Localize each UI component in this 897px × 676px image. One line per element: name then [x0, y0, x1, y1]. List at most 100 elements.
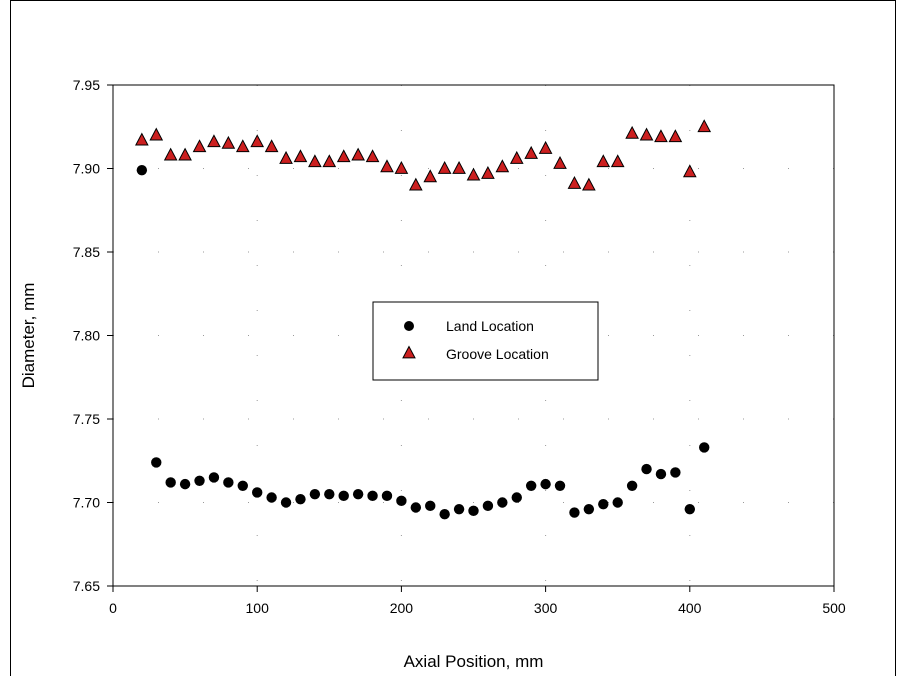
data-point: [293, 149, 308, 163]
data-point: [207, 134, 221, 148]
data-point: [336, 149, 351, 163]
data-point: [684, 503, 695, 515]
data-point: [280, 497, 292, 508]
data-point: [396, 495, 407, 507]
data-point: [583, 503, 595, 515]
data-point: [381, 490, 393, 502]
y-tick-label: 7.85: [73, 244, 100, 260]
x-axis-title: Axial Position, mm: [404, 652, 544, 671]
data-point: [425, 500, 436, 512]
data-point: [626, 480, 638, 491]
data-point: [410, 502, 422, 513]
data-point: [569, 507, 580, 518]
axis-ticks: 0 100 200 300 400 500 7.65 7.70 7.75 7.80 7.85 7.90…: [73, 77, 846, 616]
data-point: [308, 154, 322, 168]
y-tick-label: 7.90: [73, 161, 100, 177]
data-point: [423, 169, 438, 183]
data-point: [654, 129, 668, 143]
data-point: [165, 477, 176, 488]
data-point: [452, 160, 466, 174]
legend: Land Location Groove Location: [372, 301, 599, 381]
data-point: [668, 129, 683, 143]
data-point: [194, 475, 205, 486]
data-point: [151, 457, 162, 468]
data-point: [380, 159, 394, 173]
data-point: [437, 160, 452, 174]
data-point: [468, 505, 479, 517]
data-point: [625, 125, 639, 139]
x-tick-label: 400: [678, 600, 702, 616]
data-point: [540, 478, 551, 490]
data-point: [309, 488, 321, 500]
data-point: [208, 472, 220, 483]
data-point: [149, 127, 164, 141]
data-point: [365, 149, 380, 163]
data-point: [192, 139, 207, 153]
data-point: [338, 490, 349, 502]
y-axis-title: Diameter, mm: [19, 283, 38, 389]
data-point: [655, 468, 667, 480]
data-point: [178, 147, 192, 161]
y-tick-label: 7.65: [73, 578, 100, 594]
data-point: [699, 442, 710, 453]
data-point: [237, 480, 248, 491]
data-point: [466, 167, 481, 181]
data-point: [509, 150, 524, 164]
data-point: [135, 132, 149, 146]
data-point: [670, 467, 681, 478]
data-point: [639, 127, 654, 141]
data-point: [497, 497, 508, 508]
y-tick-label: 7.95: [73, 77, 100, 93]
data-point: [524, 145, 539, 159]
data-point: [250, 134, 265, 148]
data-point: [554, 480, 566, 491]
legend-marker-groove: [402, 345, 416, 359]
data-point: [582, 177, 596, 191]
data-point: [538, 140, 553, 154]
data-point: [596, 154, 611, 168]
y-tick-label: 7.80: [73, 328, 100, 344]
data-point: [352, 488, 364, 500]
data-point: [697, 119, 712, 133]
data-point: [511, 492, 522, 503]
data-point: [408, 177, 423, 191]
x-tick-label: 500: [822, 600, 846, 616]
series-land-location: [136, 164, 710, 520]
legend-marker-land: [404, 321, 414, 331]
data-point: [682, 164, 697, 178]
data-point: [324, 488, 335, 500]
data-point: [223, 477, 234, 488]
legend-label-land: Land Location: [446, 318, 534, 334]
x-tick-label: 300: [534, 600, 558, 616]
data-point: [598, 498, 609, 510]
data-point: [163, 147, 178, 161]
data-point: [322, 154, 337, 168]
x-tick-label: 100: [246, 600, 270, 616]
data-point: [179, 478, 191, 490]
data-point: [481, 165, 495, 179]
data-points: [135, 119, 712, 520]
series-groove-location: [135, 119, 712, 191]
data-point: [482, 500, 494, 512]
data-point: [252, 487, 263, 498]
y-tick-label: 7.75: [73, 411, 100, 427]
data-point: [221, 135, 236, 149]
data-point: [367, 490, 378, 502]
data-point: [394, 160, 409, 174]
data-point: [567, 175, 582, 189]
data-point: [279, 150, 293, 164]
data-point: [295, 493, 306, 505]
data-point: [610, 154, 625, 168]
y-tick-label: 7.70: [73, 495, 100, 511]
data-point: [136, 164, 148, 176]
legend-label-groove: Groove Location: [446, 346, 549, 362]
data-point: [439, 508, 450, 520]
x-tick-label: 200: [390, 600, 414, 616]
data-point: [453, 503, 465, 515]
legend-box: [372, 301, 599, 381]
x-tick-label: 0: [109, 600, 117, 616]
data-point: [525, 480, 537, 491]
data-point: [553, 155, 567, 169]
data-point: [641, 463, 652, 475]
